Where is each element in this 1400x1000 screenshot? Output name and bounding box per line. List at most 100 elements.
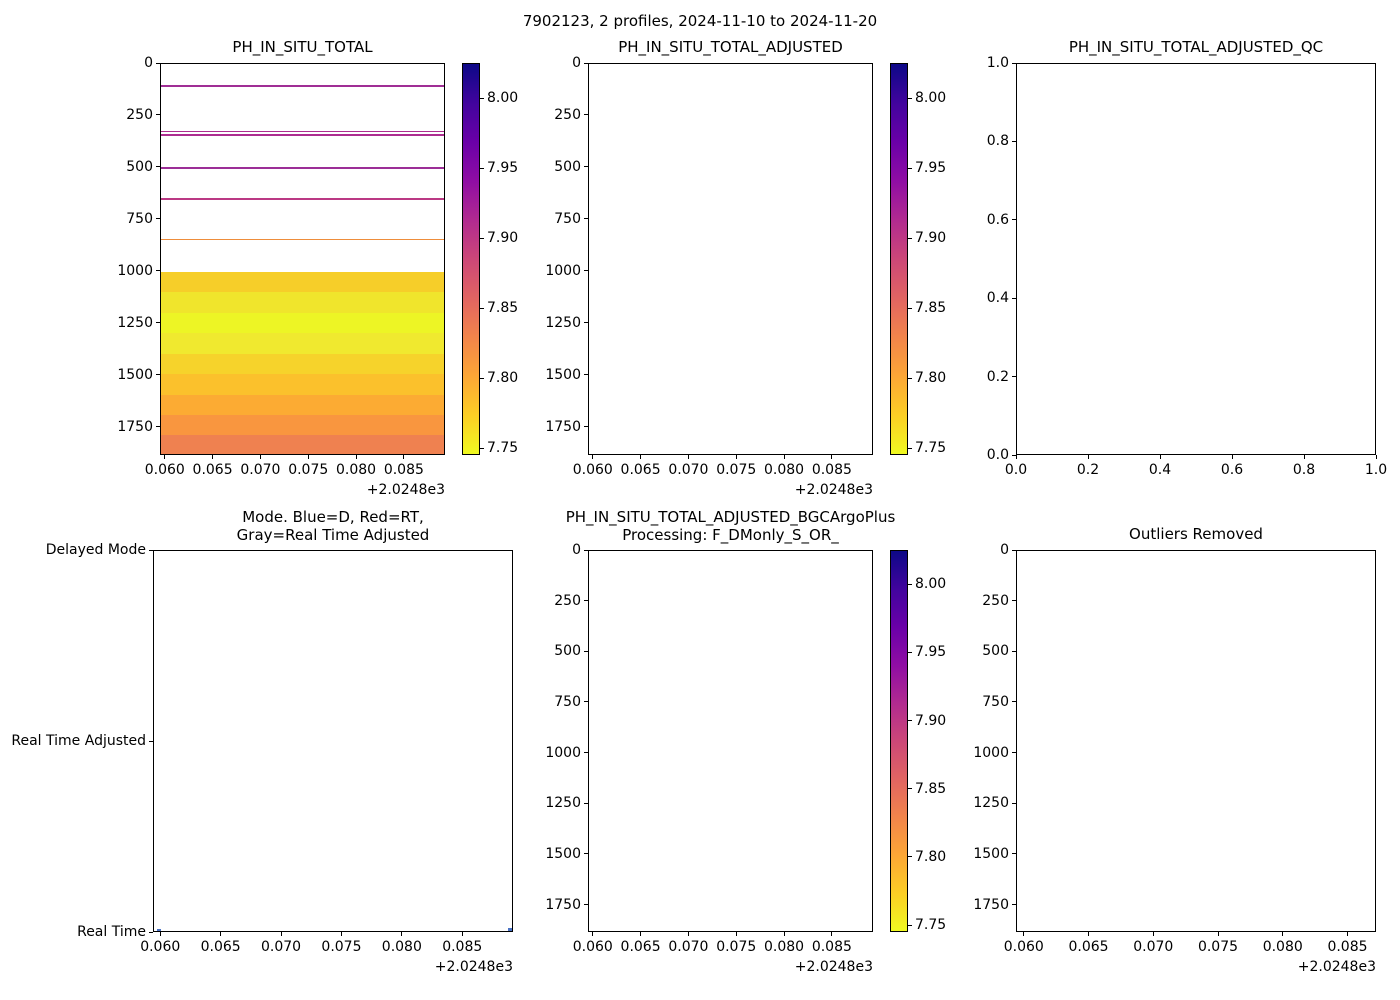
colorbar-tick-label: 8.00 (915, 576, 947, 593)
x-tick-label: 0.060 (140, 939, 181, 955)
ph-band (161, 292, 444, 314)
y-tick-label: 500 (982, 643, 1009, 660)
colorbar-tick (908, 307, 912, 309)
y-tick-label: 0 (572, 55, 581, 71)
y-tick (584, 322, 588, 324)
y-tick (584, 752, 588, 754)
x-tick (831, 455, 833, 459)
y-tick-label: 1750 (545, 896, 581, 913)
x-tick (1375, 455, 1377, 459)
axis-offset-label: +2.0248e3 (1297, 959, 1376, 975)
y-tick (1012, 62, 1016, 64)
colorbar-bgcargoplus (890, 550, 908, 932)
x-tick-label: 0.080 (381, 939, 422, 955)
colorbar-tick-label: 7.90 (915, 230, 947, 246)
y-tick (1012, 752, 1016, 754)
x-tick-label: 0.075 (321, 939, 362, 955)
colorbar-tick (480, 377, 484, 379)
y-tick (584, 114, 588, 116)
panel-title-ph-adjusted: PH_IN_SITU_TOTAL_ADJUSTED (618, 38, 843, 56)
y-tick-label: 1500 (973, 845, 1009, 862)
y-tick (584, 904, 588, 906)
y-tick-label: 0.4 (986, 290, 1009, 307)
y-tick-label: Real Time (77, 924, 146, 940)
y-tick-label: 0 (572, 542, 581, 558)
y-tick (1012, 600, 1016, 602)
ph-contour-line (161, 85, 444, 87)
colorbar-tick (480, 167, 484, 169)
x-tick (307, 455, 309, 459)
x-tick (259, 455, 261, 459)
y-tick (156, 374, 160, 376)
x-tick-label: 0.0 (1004, 462, 1028, 478)
y-tick (584, 802, 588, 804)
x-tick (735, 932, 737, 936)
colorbar-tick-label: 7.85 (915, 300, 947, 316)
x-tick (640, 455, 642, 459)
x-tick-label: 0.6 (1220, 462, 1244, 478)
y-tick-label: 1000 (117, 262, 153, 279)
x-tick-label: 1.0 (1364, 462, 1388, 478)
x-tick (1159, 455, 1161, 459)
ph-contour-line (161, 167, 444, 169)
y-tick (1012, 904, 1016, 906)
y-tick-label: 1250 (545, 795, 581, 812)
x-tick (592, 455, 594, 459)
y-tick (149, 549, 153, 551)
ph-band (161, 394, 444, 416)
plot-ph-in-situ-total (160, 63, 445, 455)
x-tick-label: 0.070 (668, 462, 709, 478)
panel-title-bgcargoplus-line2: Processing: F_DMonly_S_OR_ (622, 526, 839, 544)
y-tick-label: 1750 (973, 896, 1009, 913)
ph-band (161, 435, 444, 454)
x-tick-label: 0.065 (1068, 939, 1109, 955)
colorbar-tick-label: 7.95 (487, 160, 519, 176)
x-tick (461, 932, 463, 936)
y-tick (584, 270, 588, 272)
x-tick (831, 932, 833, 936)
y-tick-label: 0.0 (986, 447, 1009, 463)
plot-ph-adjusted-qc (1016, 63, 1376, 455)
panel-title-bgcargoplus-line1: PH_IN_SITU_TOTAL_ADJUSTED_BGCArgoPlus (565, 508, 896, 526)
y-tick (584, 549, 588, 551)
y-tick-label: 1250 (117, 314, 153, 331)
x-tick (164, 455, 166, 459)
x-tick (401, 932, 403, 936)
ph-band (161, 353, 444, 375)
y-tick-label: Delayed Mode (45, 542, 146, 558)
ph-band (161, 271, 444, 293)
x-tick (687, 932, 689, 936)
y-tick (1012, 650, 1016, 652)
y-tick-label: 250 (982, 592, 1009, 609)
y-tick-label: 1500 (545, 845, 581, 862)
x-tick-label: 0.2 (1076, 462, 1100, 478)
x-tick (1023, 932, 1025, 936)
x-tick (687, 455, 689, 459)
y-tick (1012, 297, 1016, 299)
x-tick-label: 0.070 (240, 462, 281, 478)
y-tick (1012, 219, 1016, 221)
x-tick (1282, 932, 1284, 936)
y-tick-label: 1000 (545, 262, 581, 279)
ph-contour-line (161, 134, 444, 136)
y-tick (156, 322, 160, 324)
x-tick (403, 455, 405, 459)
x-tick-label: 0.065 (200, 939, 241, 955)
y-tick-label: 750 (982, 693, 1009, 710)
x-tick-label: 0.080 (336, 462, 377, 478)
y-tick-label: 0 (144, 55, 153, 71)
y-tick (584, 374, 588, 376)
x-tick (159, 932, 161, 936)
profile-marker (156, 929, 161, 931)
y-tick (584, 853, 588, 855)
colorbar-tick (908, 167, 912, 169)
colorbar-tick (908, 924, 912, 926)
colorbar-tick-label: 7.95 (915, 644, 947, 661)
colorbar-tick-label: 7.85 (487, 300, 519, 316)
y-tick-label: 1.0 (986, 55, 1009, 71)
ph-contour-line (161, 130, 444, 133)
y-tick (1012, 701, 1016, 703)
x-tick-label: 0.085 (1327, 939, 1368, 955)
colorbar-ph-in-situ-total (462, 63, 480, 455)
